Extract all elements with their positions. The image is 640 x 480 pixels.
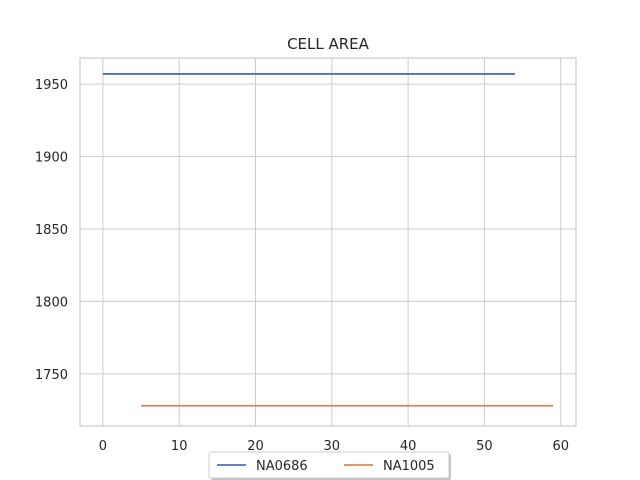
y-tick-label: 1950 <box>35 78 68 93</box>
x-tick-label: 10 <box>171 439 188 454</box>
x-tick-label: 0 <box>99 439 107 454</box>
legend: NA0686 NA1005 <box>208 451 451 480</box>
chart-title: CELL AREA <box>287 35 370 53</box>
x-tick-label: 40 <box>400 439 417 454</box>
legend-label-na0686: NA0686 <box>256 459 308 474</box>
y-tick-label: 1900 <box>35 151 68 166</box>
x-tick-label: 30 <box>324 439 341 454</box>
x-tick-label: 20 <box>247 439 264 454</box>
plot-area <box>79 57 577 427</box>
y-tick-label: 1800 <box>35 295 68 310</box>
grid-lines <box>80 58 576 426</box>
x-tick-label: 60 <box>552 439 569 454</box>
y-tick-label: 1750 <box>35 368 68 383</box>
y-tick-label: 1850 <box>35 223 68 238</box>
legend-label-na1005: NA1005 <box>383 459 435 474</box>
y-tick-labels: 1750 1800 1850 1900 1950 <box>35 78 68 383</box>
x-tick-label: 50 <box>476 439 493 454</box>
plot-frame <box>79 57 577 427</box>
legend-box <box>208 451 450 479</box>
x-tick-labels: 0 10 20 30 40 50 60 <box>99 439 569 454</box>
series-layer <box>102 73 554 407</box>
